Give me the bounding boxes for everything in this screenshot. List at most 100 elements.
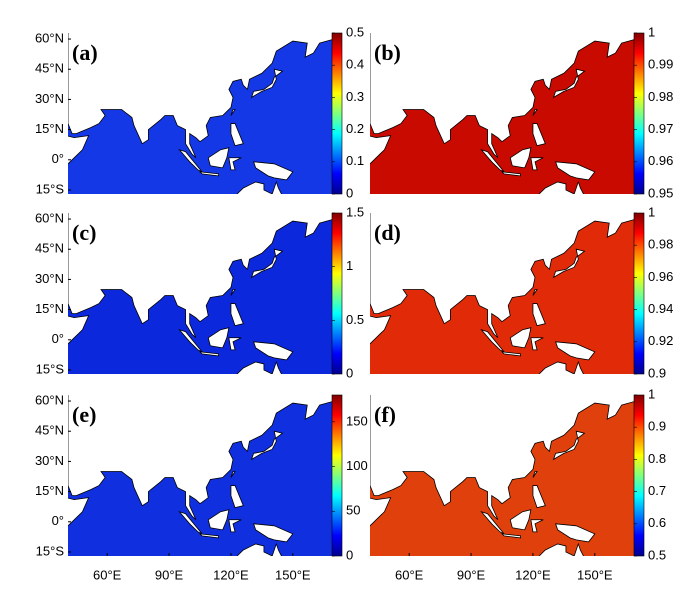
land [500,351,521,357]
colorbar-tick-label: 0.98 [648,237,673,252]
colorbar-tick-label: 0.92 [648,333,673,348]
land [532,471,538,478]
land [509,327,532,349]
lat-tick-label: 15°N [35,483,64,498]
colorbar-tick-label: 0.7 [648,483,666,498]
colorbar [633,212,645,375]
colorbar-tick-label: 0.96 [648,269,673,284]
land [68,33,332,159]
lat-tick-label: 45°N [35,241,64,256]
map [370,33,634,194]
land [370,33,634,159]
colorbar-tick-label: 50 [346,503,360,518]
lon-tick-label: 120°E [515,567,551,582]
land [228,157,242,171]
colorbar-tick-label: 0.99 [648,57,673,72]
lat-tick-label: 45°N [35,423,64,438]
land [538,542,584,556]
lat-tick-label: 60°N [35,30,64,45]
lon-tick-label: 150°E [275,567,311,582]
land [207,327,230,349]
land [370,497,392,527]
colorbar-tick-label: 0.1 [346,153,364,168]
land [230,471,236,478]
lat-tick-label: 0° [52,331,64,346]
land [370,315,392,345]
land [509,509,532,531]
land [230,123,244,147]
land [207,147,230,169]
colorbar-tick-label: 0.6 [648,515,666,530]
colorbar-tick-label: 0.5 [648,547,666,562]
land [198,351,219,357]
land [532,485,546,509]
land [68,315,90,345]
land [530,519,544,533]
land [480,328,505,353]
panel-label: (b) [374,40,401,65]
land [236,180,282,194]
land [68,395,332,521]
land [530,337,544,351]
land [370,213,634,339]
colorbar [331,394,343,557]
land [532,289,538,296]
lon-tick-label: 150°E [577,567,613,582]
land [253,161,294,181]
lon-tick-label: 60°E [395,567,424,582]
colorbar-tick-label: 0.96 [648,153,673,168]
panel-label: (c) [72,220,96,245]
colorbar-tick-label: 0 [346,185,353,200]
lon-tick-label: 90°E [457,567,486,582]
colorbar-tick-label: 0.98 [648,89,673,104]
colorbar-tick-label: 0.2 [346,121,364,136]
land [68,135,90,165]
land [230,109,236,116]
colorbar-tick-label: 0 [346,547,353,562]
colorbar-tick-label: 1.5 [346,204,364,219]
colorbar-tick-label: 0.5 [346,24,364,39]
colorbar-tick-label: 150 [346,413,368,428]
land [532,303,546,327]
land [530,157,544,171]
lat-tick-label: 45°N [35,61,64,76]
land [370,395,634,521]
lat-tick-label: 15°N [35,121,64,136]
land [198,533,219,539]
land [236,360,282,374]
land [555,341,596,361]
land [555,161,596,181]
land [230,289,236,296]
land [509,147,532,169]
colorbar-tick-label: 1 [648,24,655,39]
panel-label: (a) [72,40,98,65]
lat-tick-label: 30°N [35,453,64,468]
map [68,33,332,194]
colorbar-tick-label: 1 [648,204,655,219]
colorbar-tick-label: 0.9 [648,365,666,380]
land [178,328,203,353]
land [228,337,242,351]
colorbar [331,212,343,375]
land [198,171,219,177]
land [230,485,244,509]
lat-tick-label: 15°S [36,361,65,376]
land [250,430,284,461]
panel-label: (f) [374,402,396,427]
map [68,395,332,556]
colorbar-tick-label: 0.9 [648,419,666,434]
map [68,213,332,374]
land [555,523,596,543]
land [538,360,584,374]
land [253,523,294,543]
land [178,148,203,173]
lat-tick-label: 60°N [35,210,64,225]
colorbar-tick-label: 1 [648,386,655,401]
land [552,430,586,461]
land [68,497,90,527]
lat-tick-label: 0° [52,151,64,166]
land [480,510,505,535]
colorbar-tick-label: 100 [346,458,368,473]
colorbar-tick-label: 0.4 [346,57,364,72]
